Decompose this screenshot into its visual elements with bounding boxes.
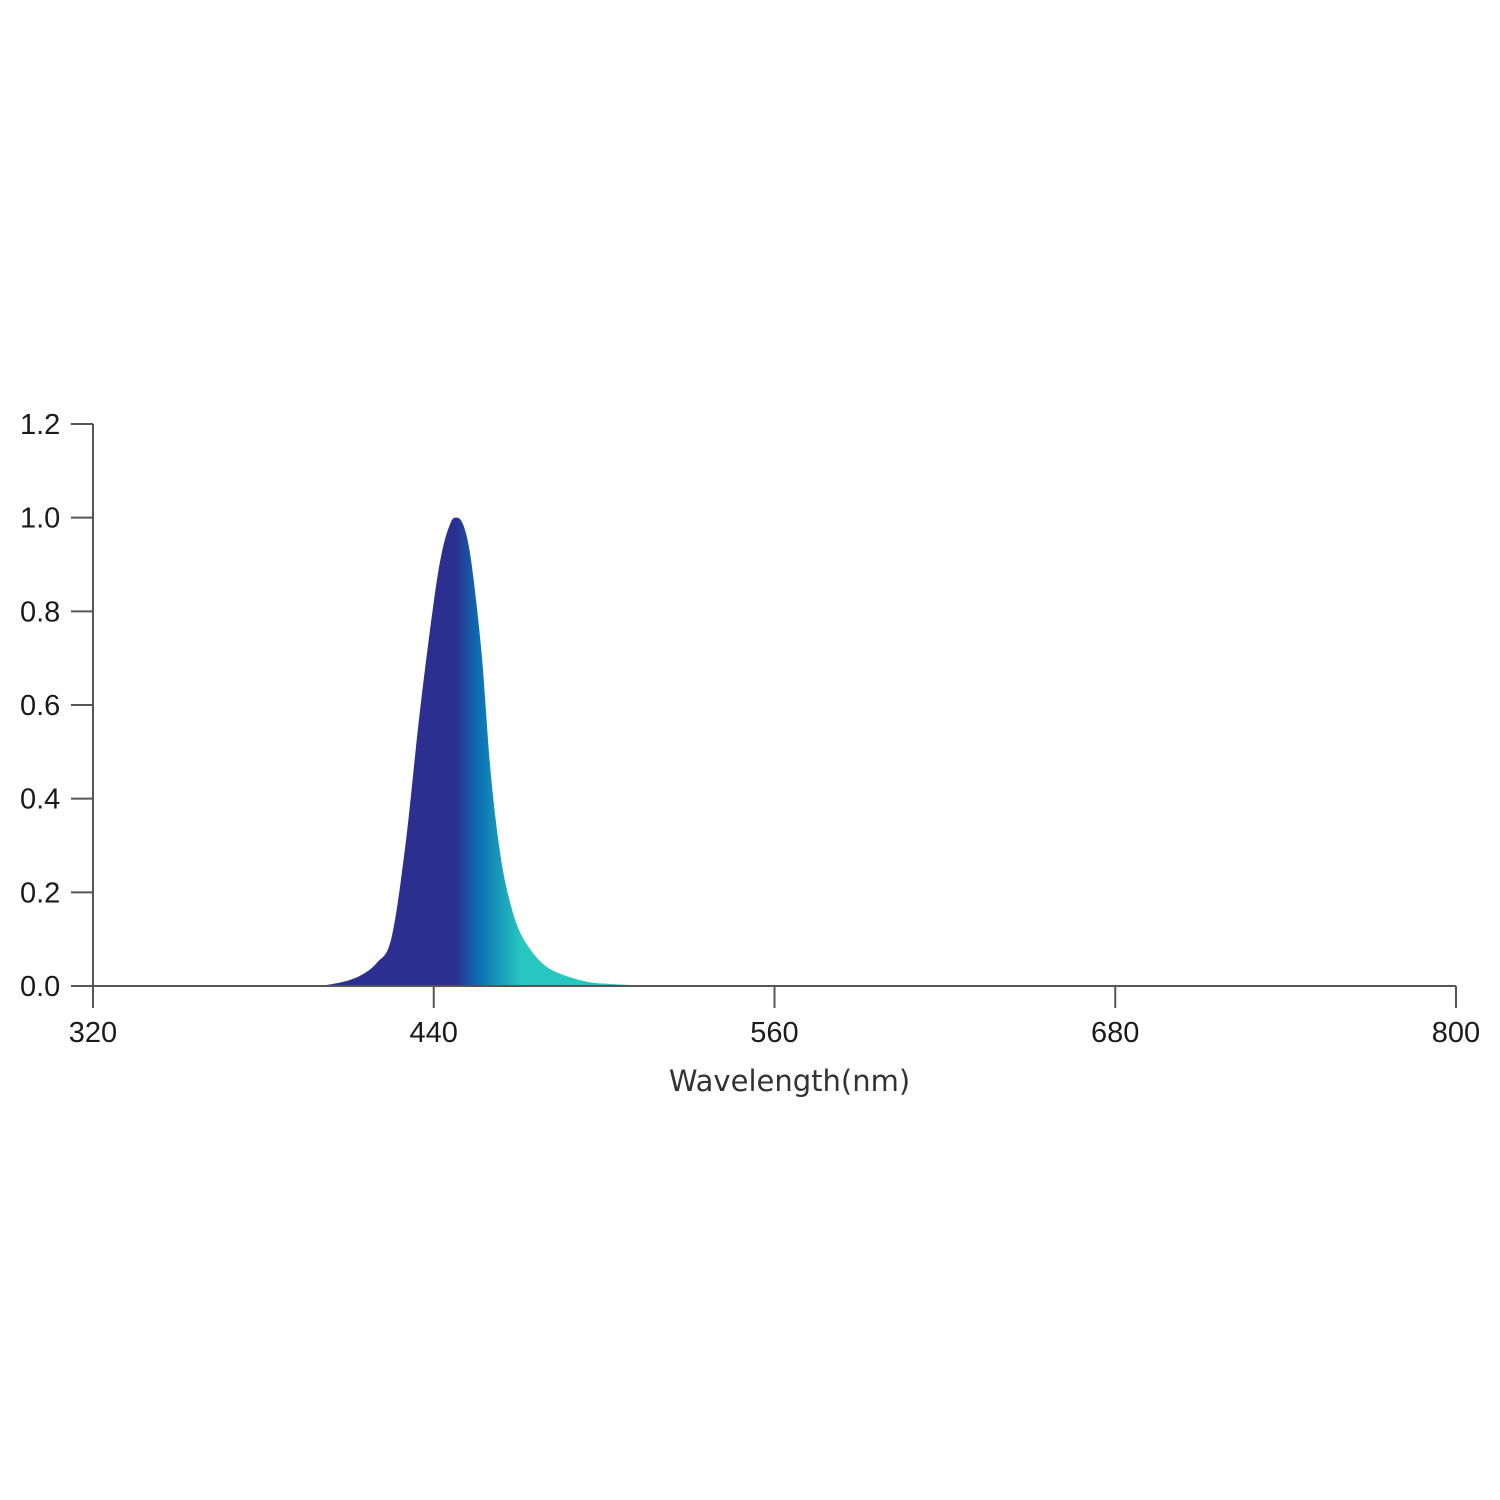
- y-tick-label: 0.0: [20, 971, 60, 1003]
- x-tick-label: 320: [69, 1017, 117, 1049]
- y-axis-ticks: 0.0 0.2 0.4 0.6 0.8 1.0 1.2: [20, 409, 93, 1003]
- spectrum-area: [320, 517, 661, 986]
- x-axis-title: Wavelength(nm): [669, 1064, 910, 1098]
- x-tick-label: 680: [1091, 1017, 1139, 1049]
- y-tick-label: 0.4: [20, 784, 60, 816]
- x-tick-label: 440: [410, 1017, 458, 1049]
- x-tick-label: 560: [750, 1017, 798, 1049]
- y-tick-label: 1.0: [20, 503, 60, 535]
- y-tick-label: 0.6: [20, 690, 60, 722]
- y-tick-label: 1.2: [20, 409, 60, 441]
- x-axis-ticks: 320 440 560 680 800: [69, 986, 1480, 1049]
- y-tick-label: 0.8: [20, 596, 60, 628]
- x-tick-label: 800: [1432, 1017, 1480, 1049]
- y-tick-label: 0.2: [20, 877, 60, 909]
